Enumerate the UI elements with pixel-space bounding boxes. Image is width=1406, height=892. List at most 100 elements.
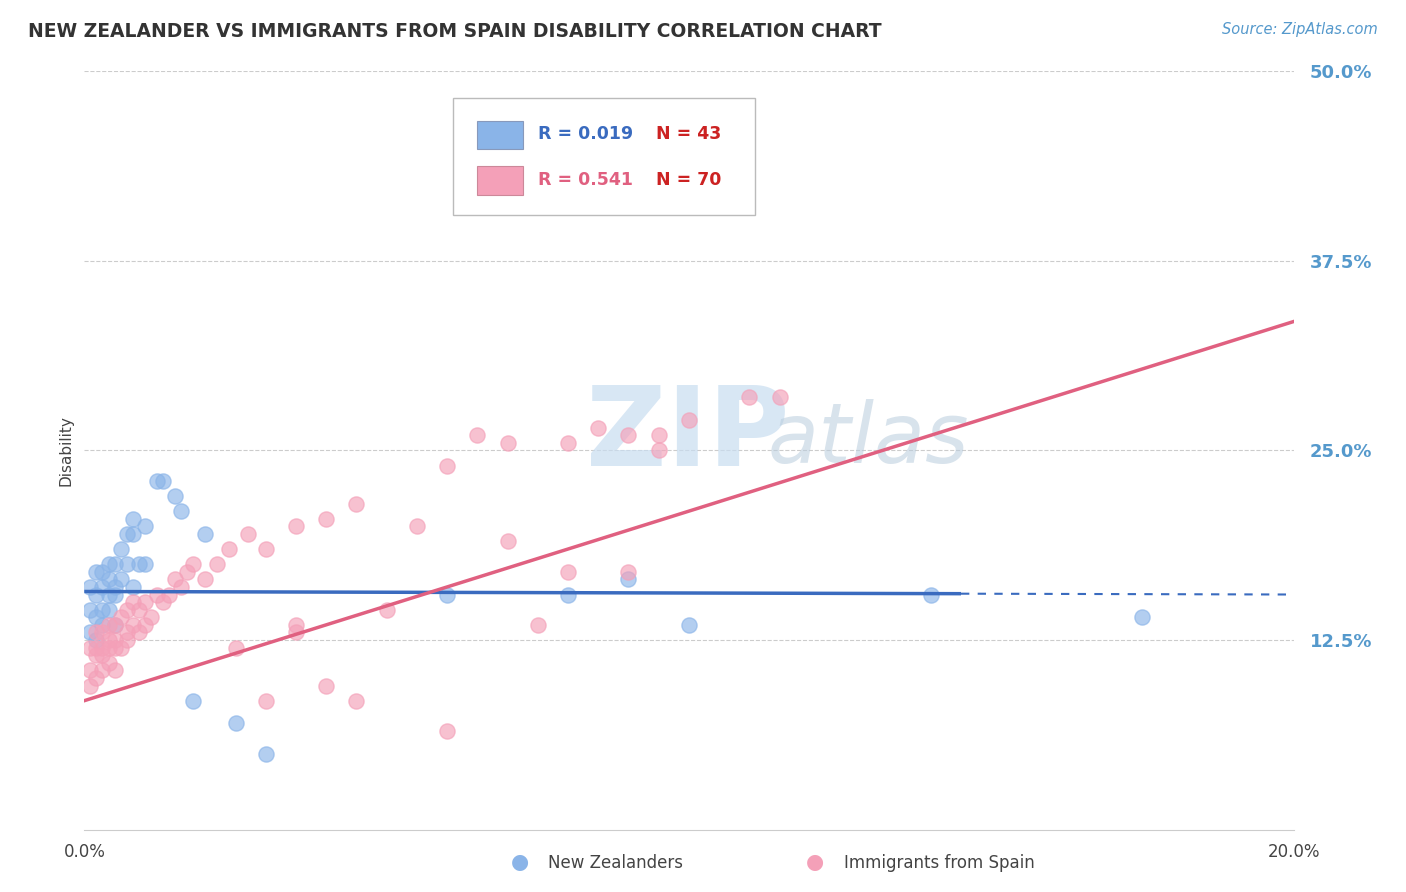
Point bbox=[104, 588, 127, 602]
Point bbox=[527, 617, 550, 632]
Point bbox=[769, 391, 792, 405]
Point bbox=[165, 573, 187, 587]
Point bbox=[104, 664, 127, 678]
Point bbox=[115, 526, 138, 541]
Point bbox=[97, 633, 120, 648]
Text: Immigrants from Spain: Immigrants from Spain bbox=[844, 855, 1035, 872]
Point bbox=[346, 694, 368, 708]
Point bbox=[738, 391, 761, 405]
Point bbox=[920, 588, 942, 602]
Point bbox=[110, 610, 132, 624]
Point bbox=[104, 617, 127, 632]
Point bbox=[134, 617, 156, 632]
Point bbox=[91, 664, 114, 678]
Point bbox=[121, 595, 143, 609]
Point bbox=[86, 565, 108, 579]
Point bbox=[225, 640, 247, 655]
Point bbox=[588, 421, 610, 435]
Point bbox=[79, 580, 101, 594]
Text: N = 43: N = 43 bbox=[657, 125, 721, 144]
Point bbox=[315, 512, 337, 526]
Point bbox=[97, 557, 120, 572]
Point bbox=[436, 458, 458, 473]
Point bbox=[86, 625, 108, 640]
Point bbox=[139, 610, 162, 624]
Point bbox=[170, 504, 193, 518]
Point bbox=[104, 640, 127, 655]
Y-axis label: Disability: Disability bbox=[58, 415, 73, 486]
Point bbox=[648, 428, 671, 442]
Point bbox=[86, 671, 108, 685]
Point bbox=[97, 573, 120, 587]
Point bbox=[97, 588, 120, 602]
Text: R = 0.019: R = 0.019 bbox=[538, 125, 633, 144]
Point bbox=[79, 678, 101, 692]
Point bbox=[128, 603, 150, 617]
Point bbox=[110, 573, 132, 587]
Point bbox=[254, 694, 277, 708]
Point bbox=[436, 724, 458, 739]
Point bbox=[236, 526, 259, 541]
Point bbox=[146, 474, 169, 488]
Point bbox=[110, 640, 132, 655]
Point bbox=[557, 588, 579, 602]
Point bbox=[254, 542, 277, 557]
Point bbox=[1130, 610, 1153, 624]
Point bbox=[121, 526, 143, 541]
FancyBboxPatch shape bbox=[478, 166, 523, 195]
Point bbox=[375, 603, 398, 617]
Point bbox=[557, 436, 579, 450]
Point bbox=[79, 625, 101, 640]
Point bbox=[79, 664, 101, 678]
Text: Source: ZipAtlas.com: Source: ZipAtlas.com bbox=[1222, 22, 1378, 37]
Point bbox=[79, 640, 101, 655]
Point bbox=[181, 694, 204, 708]
Point bbox=[496, 436, 519, 450]
Text: New Zealanders: New Zealanders bbox=[548, 855, 683, 872]
Point bbox=[121, 512, 143, 526]
Text: ●: ● bbox=[512, 853, 529, 872]
Point bbox=[104, 617, 127, 632]
Text: atlas: atlas bbox=[768, 399, 969, 480]
Point bbox=[617, 565, 640, 579]
Point bbox=[146, 588, 169, 602]
Point bbox=[86, 648, 108, 662]
Point bbox=[104, 580, 127, 594]
Point bbox=[170, 580, 193, 594]
Point bbox=[346, 496, 368, 510]
Point bbox=[121, 580, 143, 594]
Point bbox=[134, 557, 156, 572]
Point bbox=[648, 443, 671, 458]
Point bbox=[91, 565, 114, 579]
Point bbox=[97, 603, 120, 617]
Point bbox=[157, 588, 180, 602]
Point bbox=[152, 595, 174, 609]
Point bbox=[110, 542, 132, 557]
Point bbox=[79, 603, 101, 617]
Point bbox=[115, 633, 138, 648]
Point bbox=[134, 519, 156, 533]
Point bbox=[678, 617, 700, 632]
Point bbox=[678, 413, 700, 427]
FancyBboxPatch shape bbox=[453, 98, 755, 216]
Point bbox=[115, 625, 138, 640]
Point bbox=[134, 595, 156, 609]
Text: R = 0.541: R = 0.541 bbox=[538, 170, 633, 189]
Point bbox=[86, 640, 108, 655]
Point bbox=[128, 557, 150, 572]
Point bbox=[86, 588, 108, 602]
Text: ZIP: ZIP bbox=[586, 382, 790, 489]
Point bbox=[91, 648, 114, 662]
Point bbox=[315, 678, 337, 692]
Point bbox=[406, 519, 429, 533]
Point bbox=[104, 633, 127, 648]
Point bbox=[91, 603, 114, 617]
Point bbox=[225, 716, 247, 731]
Point bbox=[617, 573, 640, 587]
Point bbox=[285, 519, 308, 533]
Text: ●: ● bbox=[807, 853, 824, 872]
Point bbox=[194, 526, 217, 541]
Point bbox=[254, 747, 277, 761]
Point bbox=[617, 428, 640, 442]
Point bbox=[467, 428, 489, 442]
